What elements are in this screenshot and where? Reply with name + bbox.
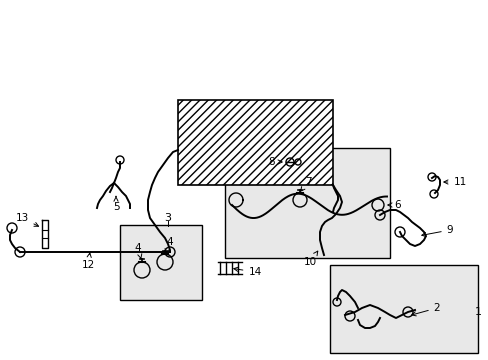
Bar bbox=[178, 100, 332, 185]
Text: 8: 8 bbox=[268, 157, 282, 167]
Text: 5: 5 bbox=[112, 197, 119, 212]
Bar bbox=[224, 148, 389, 258]
Bar bbox=[120, 225, 202, 300]
Text: 1: 1 bbox=[473, 307, 481, 317]
Text: 2: 2 bbox=[411, 303, 439, 316]
Text: 3: 3 bbox=[164, 213, 171, 223]
Bar bbox=[329, 265, 477, 353]
Text: 12: 12 bbox=[81, 253, 95, 270]
Text: 11: 11 bbox=[443, 177, 466, 187]
Text: 4: 4 bbox=[134, 243, 142, 258]
Text: 9: 9 bbox=[421, 225, 452, 237]
Text: 10: 10 bbox=[303, 251, 317, 267]
Text: 6: 6 bbox=[387, 200, 401, 210]
Text: 7: 7 bbox=[300, 177, 311, 192]
Text: 14: 14 bbox=[233, 267, 261, 277]
Text: 4: 4 bbox=[165, 237, 173, 253]
Text: 13: 13 bbox=[15, 213, 39, 226]
